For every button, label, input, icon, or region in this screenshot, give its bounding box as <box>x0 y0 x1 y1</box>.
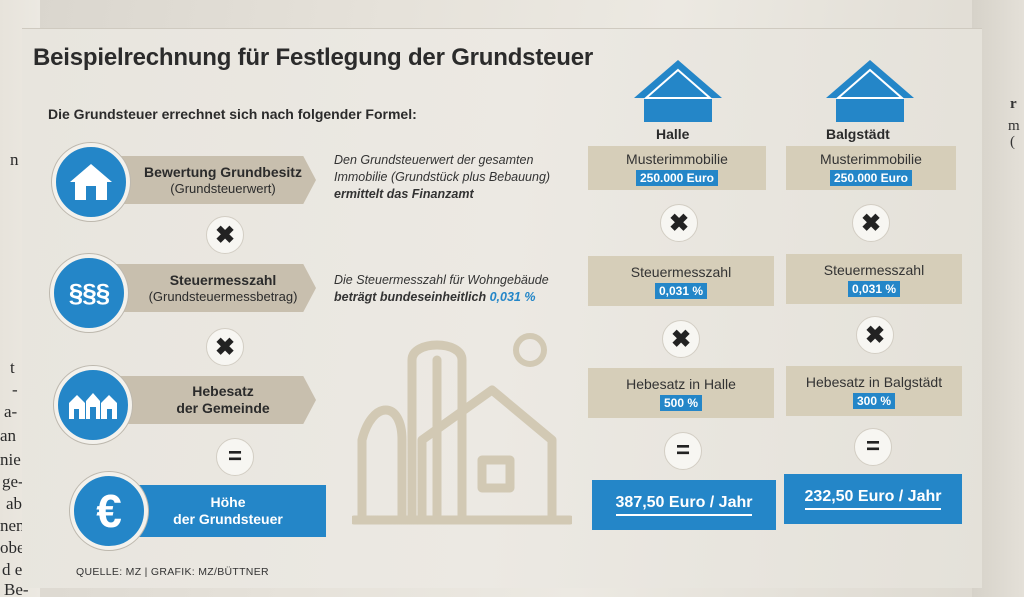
ribbon-main: Höhe <box>210 494 246 511</box>
ribbon-sub: (Grundsteuermessbetrag) <box>148 288 298 304</box>
ribbon-main: Hebesatz <box>192 383 254 400</box>
desc-grundbesitz: Den Grundsteuerwert der gesamten Immobil… <box>334 152 584 203</box>
newspaper-text: ab <box>6 494 23 513</box>
times-operator: ✖ <box>852 204 890 242</box>
times-operator: ✖ <box>856 316 894 354</box>
halle-property-cell: Musterimmobilie 250.000 Euro <box>588 146 766 190</box>
cell-value: 250.000 Euro <box>635 169 719 186</box>
cell-value: 250.000 Euro <box>829 169 913 186</box>
cell-label: Musterimmobilie <box>820 150 922 167</box>
cell-label: Steuermesszahl <box>630 263 732 280</box>
ribbon-main: der Gemeinde <box>176 400 270 416</box>
times-operator: ✖ <box>660 204 698 242</box>
paragraph-icon: §§§ <box>50 254 128 332</box>
source-credit: QUELLE: MZ | GRAFIK: MZ/BÜTTNER <box>76 566 269 578</box>
euro-symbol: € <box>96 485 122 537</box>
city-halle-name: Halle <box>656 126 690 142</box>
newspaper-text: a- <box>4 402 18 421</box>
ribbon-main: der Grundsteuer <box>173 511 283 527</box>
halle-result: 387,50 Euro / Jahr <box>592 480 776 530</box>
ribbon-steuermesszahl: Steuermesszahl (Grundsteuermessbetrag) <box>104 264 316 312</box>
newspaper-text: nen, <box>0 516 29 535</box>
equals-operator: = <box>216 438 254 476</box>
result-value: 387,50 Euro / Jahr <box>615 494 753 516</box>
cell-label: Hebesatz in Halle <box>626 375 736 392</box>
balgstaedt-house-icon <box>826 60 914 122</box>
city-balgstaedt-name: Balgstädt <box>826 126 890 142</box>
town-icon <box>54 366 132 444</box>
cell-value: 500 % <box>659 394 703 411</box>
equals-operator: = <box>664 432 702 470</box>
cell-value: 0,031 % <box>847 280 901 297</box>
balgstaedt-property-cell: Musterimmobilie 250.000 Euro <box>786 146 956 190</box>
balgstaedt-hebesatz-cell: Hebesatz in Balgstädt 300 % <box>786 366 962 416</box>
newspaper-text: an <box>0 426 17 445</box>
halle-hebesatz-cell: Hebesatz in Halle 500 % <box>588 368 774 418</box>
desc-line: Die Steuermesszahl für Wohngebäude <box>334 273 549 287</box>
cell-value: 0,031 % <box>654 282 708 299</box>
newspaper-text: - <box>12 380 18 399</box>
newspaper-text: nie <box>0 450 21 469</box>
newspaper-text: ( <box>1010 134 1015 150</box>
desc-steuermesszahl: Die Steuermesszahl für Wohngebäude beträ… <box>334 272 594 306</box>
desc-value: 0,031 % <box>489 289 536 304</box>
equals-operator: = <box>854 428 892 466</box>
house-icon <box>52 143 130 221</box>
halle-messzahl-cell: Steuermesszahl 0,031 % <box>588 256 774 306</box>
ribbon-main: Bewertung Grundbesitz <box>144 163 302 180</box>
balgstaedt-result: 232,50 Euro / Jahr <box>784 474 962 524</box>
subtitle: Die Grundsteuer errechnet sich nach folg… <box>48 106 417 122</box>
times-operator: ✖ <box>662 320 700 358</box>
desc-line: Den Grundsteuerwert der gesamten <box>334 153 534 167</box>
halle-house-icon <box>634 60 722 122</box>
cell-label: Musterimmobilie <box>626 150 728 167</box>
cell-label: Hebesatz in Balgstädt <box>805 373 943 390</box>
house-illustration-icon <box>352 333 572 525</box>
newspaper-text: n <box>10 150 19 169</box>
newspaper-text: r <box>1010 96 1017 112</box>
page-title: Beispielrechnung für Festlegung der Grun… <box>33 44 594 71</box>
times-operator: ✖ <box>206 216 244 254</box>
cell-value: 300 % <box>852 392 896 409</box>
euro-icon: € <box>70 472 148 550</box>
newspaper-text: ge- <box>2 472 24 491</box>
times-operator: ✖ <box>206 328 244 366</box>
ribbon-hebesatz: Hebesatz der Gemeinde <box>104 376 316 424</box>
desc-line: Immobilie (Grundstück plus Bebauung) <box>334 169 551 184</box>
ribbon-main: Steuermesszahl <box>169 271 277 288</box>
balgstaedt-messzahl-cell: Steuermesszahl 0,031 % <box>786 254 962 304</box>
ribbon-grundbesitz: Bewertung Grundbesitz (Grundsteuerwert) <box>104 156 316 204</box>
desc-bold: ermittelt das Finanzamt <box>334 186 474 201</box>
result-value: 232,50 Euro / Jahr <box>804 488 942 510</box>
cell-label: Steuermesszahl <box>823 261 925 278</box>
newspaper-text: t <box>10 358 15 377</box>
desc-bold: beträgt bundeseinheitlich <box>334 289 487 304</box>
newspaper-text: m <box>1008 118 1020 134</box>
ribbon-sub: (Grundsteuerwert) <box>170 180 276 196</box>
paragraph-symbol: §§§ <box>68 277 110 308</box>
